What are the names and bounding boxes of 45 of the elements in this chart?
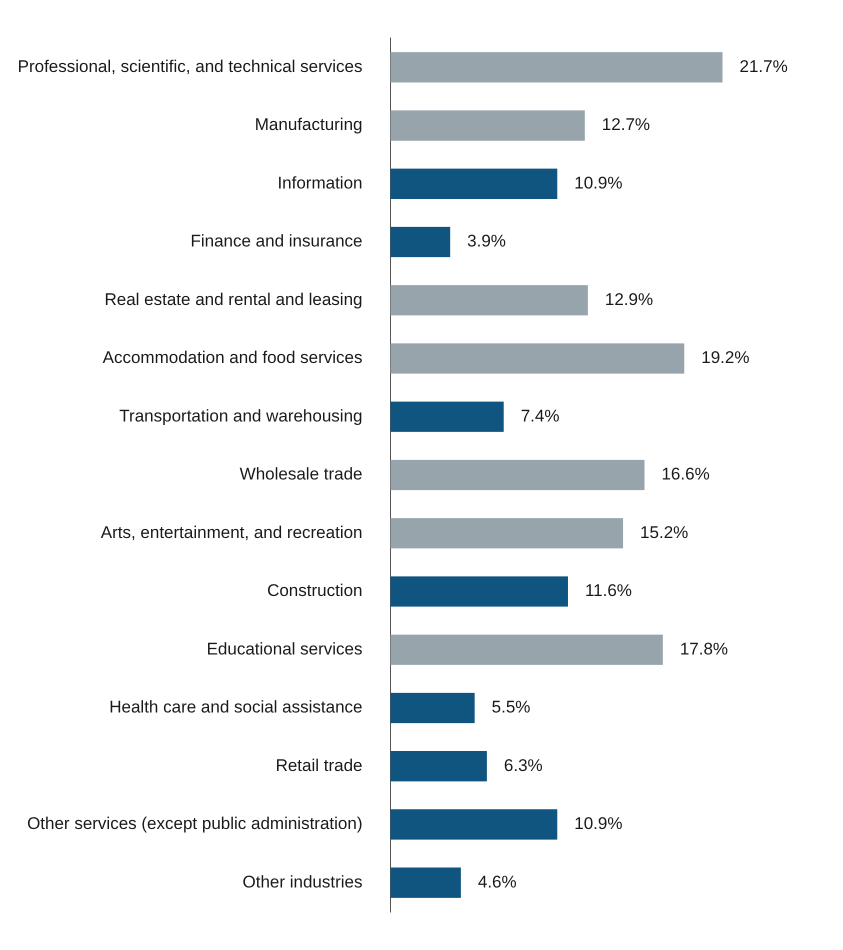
y-tick-label: Transportation and warehousing <box>119 406 362 426</box>
bar <box>390 460 644 490</box>
data-label: 10.9% <box>574 173 622 192</box>
y-tick-label: Manufacturing <box>254 115 362 134</box>
bar <box>390 226 450 258</box>
y-tick-label: Health care and social assistance <box>109 698 362 717</box>
y-tick-label: Accommodation and food services <box>102 348 362 368</box>
data-label: 21.7% <box>740 57 788 76</box>
data-label: 3.9% <box>467 232 506 251</box>
y-tick-label: Other industries <box>242 872 362 892</box>
bar <box>390 868 461 898</box>
bar <box>390 634 663 665</box>
data-label: 19.2% <box>701 348 750 368</box>
y-tick-label: Construction <box>267 581 362 600</box>
data-label: 12.7% <box>602 115 650 134</box>
y-tick-label: Wholesale trade <box>240 464 362 484</box>
data-label: 15.2% <box>640 522 688 542</box>
data-label: 6.3% <box>504 756 543 775</box>
data-label: 16.6% <box>661 464 710 484</box>
y-tick-label: Arts, entertainment, and recreation <box>100 522 362 542</box>
y-tick-label: Information <box>277 173 362 192</box>
y-tick-label: Finance and insurance <box>190 232 362 251</box>
bar <box>390 576 568 607</box>
bar <box>390 52 723 82</box>
bar <box>390 809 558 840</box>
data-label: 17.8% <box>680 639 728 658</box>
y-tick-label: Real estate and rental and leasing <box>104 290 362 309</box>
bar <box>390 518 624 548</box>
y-tick-label: Other services (except public administration) <box>27 814 362 834</box>
data-label: 4.6% <box>478 872 517 892</box>
data-label: 7.4% <box>520 406 560 426</box>
bar <box>390 751 487 782</box>
bar <box>390 692 475 724</box>
bar <box>390 110 585 141</box>
bar <box>390 168 558 199</box>
bar <box>390 285 588 316</box>
data-label: 11.6% <box>584 581 632 600</box>
data-label: 10.9% <box>574 814 622 834</box>
bar <box>390 402 504 432</box>
y-tick-label: Educational services <box>206 639 362 658</box>
data-label: 5.5% <box>492 698 530 717</box>
bar <box>390 343 684 374</box>
data-label: 12.9% <box>604 290 654 309</box>
y-tick-label: Professional, scientific, and technical services <box>18 57 362 76</box>
y-tick-label: Retail trade <box>276 756 362 775</box>
